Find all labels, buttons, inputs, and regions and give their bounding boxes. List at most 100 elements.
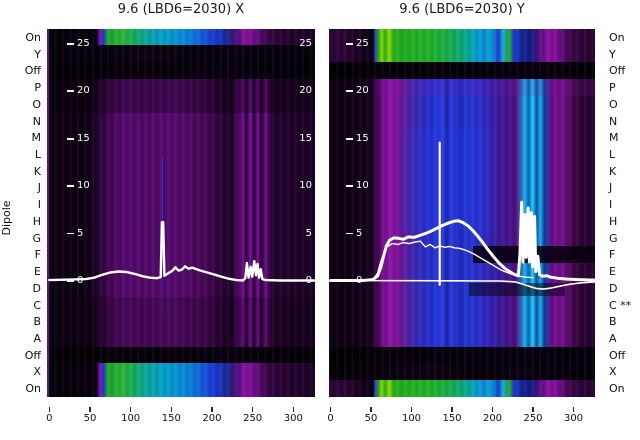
heatmap-row-n [329,112,595,130]
heatmap-panel-y: 25 20 15 10 5 0 [329,29,595,397]
row-label-left-p: P [34,81,41,95]
heatmap-row-l [47,145,315,164]
heatmap-row-off [47,62,315,80]
y-tick-label: 20 [356,85,369,97]
row-label-left-on: On [25,30,41,44]
y-tick-dash [67,137,74,140]
row-labels-left: On Y Off P O N M L K J I H G F E D C B A Off X On [0,0,43,440]
row-label-right-h: H [609,214,618,228]
row-label-right-b: B [609,315,617,329]
heatmap-row-k [47,162,315,180]
row-label-right-k: K [609,164,617,178]
y-tick-label: 5 [77,227,84,239]
x-tick-mark [410,407,413,412]
y-tick-label: 25 [77,38,90,49]
y-tick-dash [346,280,353,282]
row-label-right-i: I [609,198,613,212]
x-tick-label: 50 [83,413,97,424]
x-tick-mark [89,407,91,412]
x-tick-mark [211,407,213,412]
heatmap-row-c [47,296,315,314]
row-label-left-o: O [32,97,41,111]
row-label-right-x: X [609,365,617,379]
x-tick-mark [532,407,534,412]
x-tick-label: 200 [202,413,222,424]
y-tick-label: 0 [77,275,84,286]
row-label-right-a: A [609,331,617,345]
y-tick-label: 20 [77,85,90,97]
heatmap-row-a [329,329,595,348]
heatmap-row-m [47,129,315,147]
row-label-right-off: Off [609,64,626,78]
heatmap-row-b [47,313,315,331]
row-label-left-g: G [32,231,41,245]
heatmap-row-e [329,262,595,281]
y-tick-label-right: 5 [305,227,312,239]
y-tick-label: 5 [356,227,363,239]
row-label-left-off: Off [24,348,41,362]
x-tick-label: 150 [442,413,462,424]
y-tick-label: 10 [77,180,90,192]
y-tick-dash [346,43,353,45]
x-tick-mark [251,407,254,412]
y-tick-dash [67,232,74,235]
y-tick-dash [346,90,353,93]
heatmap-row-d [47,279,315,297]
x-tick-mark [370,407,372,412]
x-tick-label: 200 [482,413,503,424]
heatmap-row-e [47,262,315,281]
row-label-right-f: F [609,248,616,262]
x-tick-label: 50 [364,413,378,424]
row-label-right-m: M [609,131,619,145]
row-label-left-k: K [33,164,41,178]
row-labels-right: On Y Off P O N M L K J I H G F E D C ** B A Off X On [609,0,640,440]
y-tick-label-right: 20 [299,85,312,97]
x-tick-mark [329,407,332,412]
y-tick-label-right: 25 [299,38,312,49]
y-tick-label-right: 0 [305,275,312,286]
heatmap-row-o [47,95,315,113]
x-tick-mark [129,407,132,412]
row-label-left-e: E [34,265,41,279]
row-label-left-m: M [31,131,42,145]
heatmap-row-g [329,229,595,247]
row-label-left-l: L [34,147,41,161]
y-tick-label: 15 [77,132,90,144]
heatmap-row-on [47,379,315,397]
panel-x-title: 9.6 (LBD6=2030) X [117,2,245,17]
row-label-right-d: D [609,281,618,295]
row-label-left-i: I [37,198,41,212]
row-label-right-n: N [609,114,618,128]
heatmap-row-o [329,95,595,113]
heatmap-row-h [329,212,595,230]
x-tick-label: 150 [161,413,181,424]
row-label-left-n: N [32,114,41,128]
row-label-right-on: On [609,382,625,396]
row-label-left-d: D [32,281,41,295]
heatmap-panel-x: 25 25 20 20 15 15 10 10 5 5 0 0 [47,29,315,397]
y-tick-dash [346,232,353,235]
x-tick-mark [491,407,494,412]
heatmap-row-f [329,246,595,264]
row-label-right-off: Off [609,348,626,362]
row-label-right-o: O [609,97,618,111]
row-label-left-y: Y [34,47,41,61]
heatmap-row-on [47,29,315,47]
x-tick-label: 250 [243,413,263,424]
x-tick-label: 300 [563,413,584,424]
heatmap-row-j [47,179,315,197]
heatmap-row-k [329,162,595,180]
x-tick-label: 0 [46,413,53,424]
heatmap-row-on [329,29,595,47]
y-tick-dash [346,137,353,140]
heatmap-row-x [329,363,595,381]
x-tick-mark [572,407,575,412]
y-tick-dash [67,43,74,45]
y-tick-label: 15 [356,132,369,144]
row-label-left-on: On [25,382,41,396]
y-tick-dash [67,280,74,282]
row-label-left-off: Off [24,64,41,78]
panel-y-title: 9.6 (LBD6=2030) Y [399,2,525,17]
row-label-right-c: C ** [609,298,632,312]
heatmap-row-d [329,279,595,297]
